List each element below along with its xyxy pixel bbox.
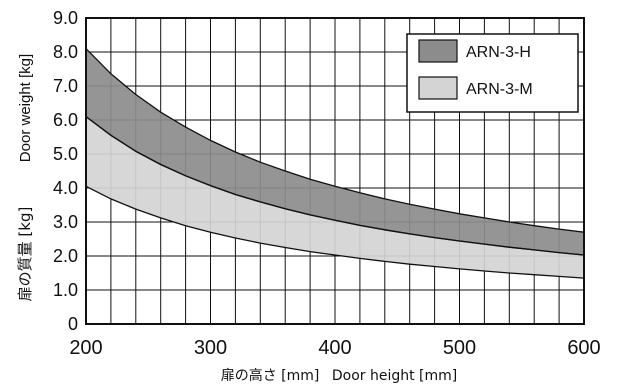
y-tick-label-5: 5.0 [53, 144, 78, 164]
y-tick-labels: 0 1.0 2.0 3.0 4.0 5.0 6.0 7.0 8.0 9.0 [53, 8, 78, 334]
y-tick-label-6: 6.0 [53, 110, 78, 130]
y-tick-label-2: 2.0 [53, 246, 78, 266]
y-tick-label-7: 7.0 [53, 76, 78, 96]
series-lines [85, 48, 585, 279]
x-axis-label-jp: 扉の高さ [mm] [220, 368, 320, 384]
legend-label-arn-3-h: ARN-3-H [466, 44, 531, 61]
x-tick-label-500: 500 [443, 337, 476, 359]
upper-curve-arn-3-m [85, 116, 585, 256]
y-tick-label-9: 9.0 [53, 8, 78, 28]
x-tick-label-300: 300 [194, 337, 227, 359]
legend-label-arn-3-m: ARN-3-M [466, 81, 533, 98]
x-axis-label-en: Door height [mm] [331, 368, 458, 384]
upper-curve-arn-3-h [85, 48, 585, 233]
y-tick-label-8: 8.0 [53, 42, 78, 62]
legend-swatch-arn-3-h [418, 39, 458, 63]
y-tick-label-3: 3.0 [53, 212, 78, 232]
x-tick-label-200: 200 [69, 337, 102, 359]
y-axis-label-en: Door weight [kg] [17, 54, 34, 162]
band-arn-3-h [86, 48, 584, 255]
plot-frame [85, 17, 585, 325]
y-tick-label-1: 1.0 [53, 280, 78, 300]
x-axis-label: 扉の高さ [mm] Door height [mm] [28, 365, 622, 385]
series-bands [86, 48, 584, 279]
y-tick-label-4: 4.0 [53, 178, 78, 198]
x-tick-label-600: 600 [567, 337, 600, 359]
x-tick-label-400: 400 [318, 337, 351, 359]
x-tick-labels: 200 300 400 500 600 [69, 337, 600, 359]
y-axis-label-jp: 扉の質量 [kg] [16, 207, 34, 302]
band-arn-3-m [86, 116, 584, 279]
legend: ARN-3-H ARN-3-M [406, 33, 579, 113]
y-tick-label-0: 0 [68, 314, 78, 334]
legend-swatch-arn-3-m [418, 76, 458, 100]
lower-curve-arn-3-m [85, 185, 585, 279]
